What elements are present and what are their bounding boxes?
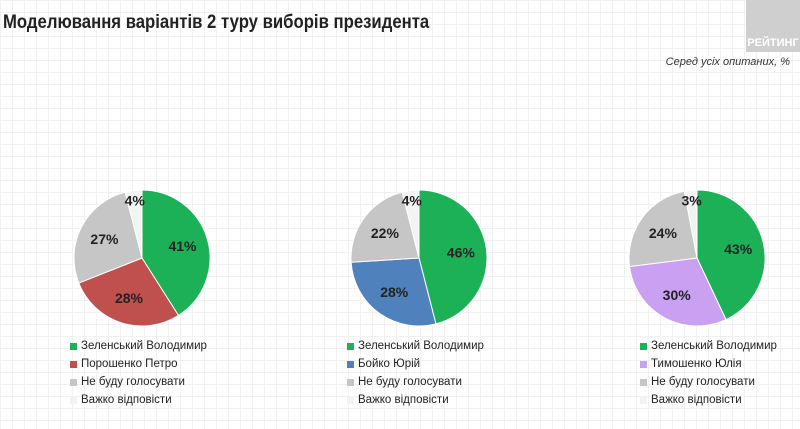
pie-slice — [696, 189, 766, 321]
legend-item: Не буду голосувати — [70, 373, 207, 391]
legend-label: Бойко Юрій — [358, 358, 421, 370]
legend-swatch — [347, 378, 354, 386]
legend-label: Порошенко Петро — [81, 358, 178, 370]
pie-slice — [683, 189, 698, 259]
page-title: Моделювання варіантів 2 туру виборів пре… — [3, 12, 430, 33]
legend-label: Важко відповісти — [651, 394, 742, 406]
legend-swatch — [347, 342, 354, 350]
legend: Зеленський Володимир Тимошенко Юлія Не буд… — [640, 337, 777, 409]
legend-item: Бойко Юрій — [347, 355, 484, 373]
legend-label: Не буду голосувати — [651, 376, 755, 388]
legend-label: Важко відповісти — [358, 394, 449, 406]
legend-item: Не буду голосувати — [640, 373, 777, 391]
legend: Зеленський Володимир Порошенко Петро Не бу… — [70, 337, 207, 409]
data-label: 43% — [724, 241, 753, 257]
subtitle: Серед усіх опитаних, % — [665, 56, 790, 68]
legend-swatch — [347, 396, 354, 404]
legend-label: Зеленський Володимир — [651, 340, 777, 352]
pie-slice — [418, 189, 488, 325]
data-label: 22% — [371, 225, 400, 241]
legend-item: Зеленський Володимир — [640, 337, 777, 355]
legend-item: Важко відповісти — [640, 391, 777, 409]
pie-slice — [628, 257, 727, 327]
legend-label: Не буду голосувати — [358, 376, 462, 388]
legend-item: Зеленський Володимир — [347, 337, 484, 355]
data-label: 4% — [125, 193, 146, 209]
legend-label: Зеленський Володимир — [358, 340, 484, 352]
data-label: 27% — [90, 231, 119, 247]
legend-swatch — [640, 396, 647, 404]
data-label: 28% — [115, 290, 144, 306]
pie-slice — [124, 189, 143, 259]
legend-item: Важко відповісти — [70, 391, 207, 409]
pie-slice — [628, 190, 698, 268]
legend-swatch — [640, 342, 647, 350]
pie-slice — [350, 257, 437, 327]
pie-slice — [350, 191, 420, 263]
legend-item: Зеленський Володимир — [70, 337, 207, 355]
legend-swatch — [70, 378, 77, 386]
legend-item: Не буду голосувати — [347, 373, 484, 391]
legend-item: Тимошенко Юлія — [640, 355, 777, 373]
legend-label: Тимошенко Юлія — [651, 358, 742, 370]
legend-label: Зеленський Володимир — [81, 340, 207, 352]
data-label: 28% — [380, 284, 409, 300]
legend-swatch — [70, 396, 77, 404]
legend-swatch — [70, 342, 77, 350]
data-label: 46% — [447, 245, 476, 261]
data-label: 24% — [649, 225, 678, 241]
legend-swatch — [70, 360, 77, 368]
legend-item: Порошенко Петро — [70, 355, 207, 373]
data-label: 30% — [663, 287, 692, 303]
legend-label: Важко відповісти — [81, 394, 172, 406]
legend-swatch — [640, 378, 647, 386]
pie-slice — [401, 189, 420, 259]
pie-slice — [73, 191, 143, 284]
legend-label: Не буду голосувати — [81, 376, 185, 388]
data-label: 3% — [681, 192, 702, 208]
logo: РЕЙТИНГ — [746, 0, 800, 52]
legend-swatch — [640, 360, 647, 368]
legend: Зеленський Володимир Бойко Юрій Не буду го… — [347, 337, 484, 409]
pie-slice — [78, 257, 180, 327]
legend-swatch — [347, 360, 354, 368]
data-label: 41% — [168, 238, 197, 254]
legend-item: Важко відповісти — [347, 391, 484, 409]
data-label: 4% — [402, 193, 423, 209]
